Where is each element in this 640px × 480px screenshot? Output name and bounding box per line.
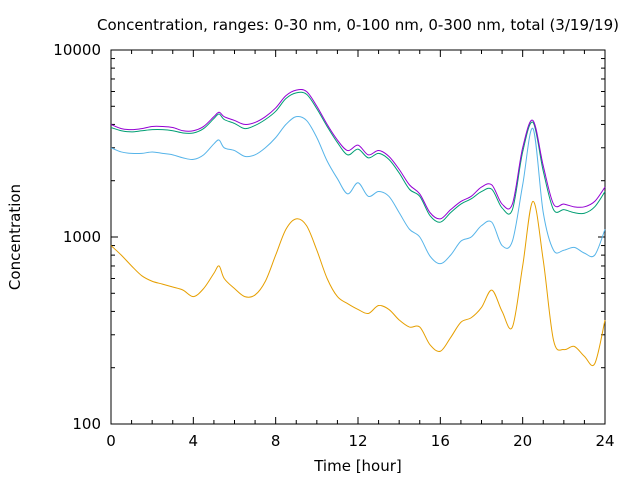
x-tick-label: 24 — [595, 432, 614, 450]
x-tick-label: 8 — [271, 432, 281, 450]
y-axis: 100 1000 10000 — [53, 41, 605, 433]
plot-area-frame — [110, 49, 606, 425]
series-line — [110, 91, 606, 223]
y-axis-label: Concentration — [6, 184, 24, 290]
series-line — [110, 115, 606, 265]
series-layer — [110, 89, 606, 367]
y-tick-label: 1000 — [63, 228, 101, 246]
x-axis: 0 4 8 12 16 20 24 — [106, 50, 615, 450]
x-tick-label: 12 — [348, 432, 367, 450]
x-tick-label: 16 — [431, 432, 450, 450]
x-axis-label: Time [hour] — [313, 457, 402, 475]
x-tick-label: 0 — [106, 432, 116, 450]
minor-ticks — [111, 50, 605, 424]
x-tick-label: 20 — [513, 432, 532, 450]
series-line — [110, 89, 606, 220]
x-tick-label: 4 — [189, 432, 199, 450]
series-line — [110, 200, 606, 367]
chart-title: Concentration, ranges: 0-30 nm, 0-100 nm… — [97, 16, 619, 34]
y-tick-label: 10000 — [53, 41, 101, 59]
y-tick-label: 100 — [72, 415, 101, 433]
